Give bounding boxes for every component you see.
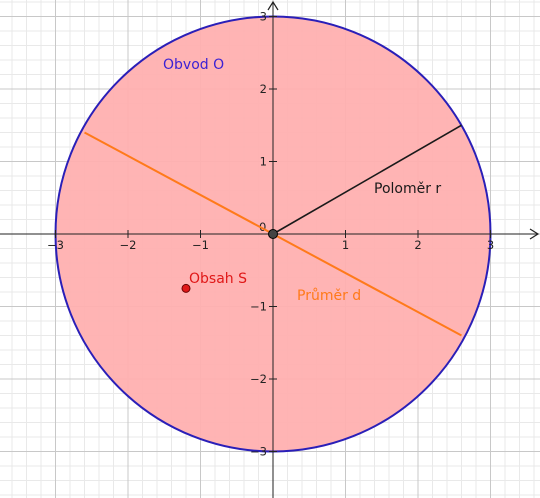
- x-tick-label: 2: [414, 238, 421, 252]
- y-tick-label: −2: [250, 372, 267, 386]
- label-obvod[interactable]: Obvod O: [163, 57, 224, 73]
- x-tick-label: −2: [120, 238, 137, 252]
- x-tick-label: 0: [259, 220, 266, 234]
- x-axis-arrow-icon: [529, 228, 540, 240]
- y-tick-label: 2: [260, 82, 267, 96]
- y-axis-arrow-icon: [267, 0, 279, 11]
- y-tick-label: −1: [250, 300, 267, 314]
- label-polomer[interactable]: Poloměr r: [374, 181, 441, 197]
- label-prumer[interactable]: Průměr d: [297, 288, 361, 304]
- x-tick-label: 1: [342, 238, 349, 252]
- radius-segment[interactable]: [272, 124, 462, 235]
- x-tick-label: −3: [47, 238, 64, 252]
- y-axis-ticks: 3 2 1 −1 −2 −3: [250, 10, 277, 459]
- x-axis-ticks: −3 −2 −1 0 1 2 3: [47, 220, 494, 252]
- x-tick-label: −1: [192, 238, 209, 252]
- label-obsah[interactable]: Obsah S: [189, 271, 247, 287]
- y-tick-label: 1: [260, 155, 267, 169]
- center-point[interactable]: [268, 229, 278, 239]
- y-tick-label: −3: [250, 445, 267, 459]
- area-point-s[interactable]: [181, 283, 191, 293]
- x-tick-label: 3: [487, 238, 494, 252]
- y-tick-label: 3: [260, 10, 267, 24]
